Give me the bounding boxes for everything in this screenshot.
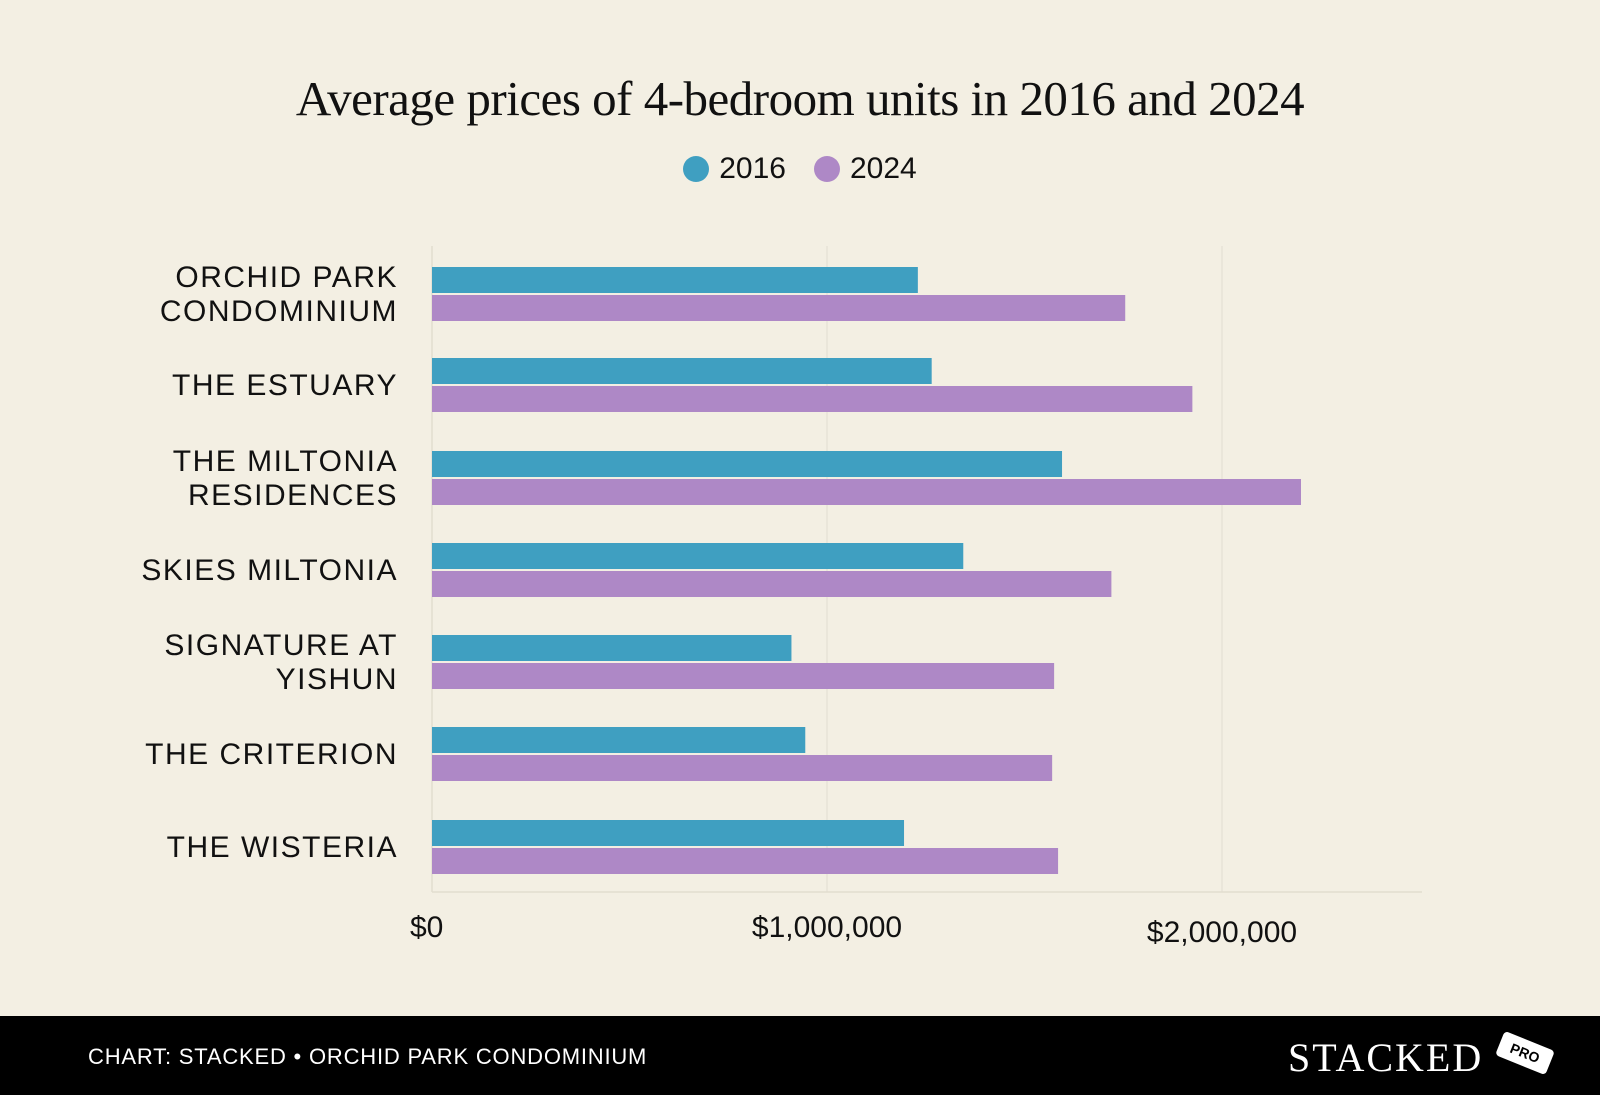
category-label-2-1: RESIDENCES — [188, 479, 398, 512]
bar-2016-2 — [432, 451, 1063, 477]
bar-2016-4 — [432, 635, 792, 661]
category-label-0-1: CONDOMINIUM — [160, 295, 398, 328]
bar-2024-4 — [432, 663, 1055, 689]
legend-label-2024: 2024 — [850, 152, 917, 185]
legend-dot-2024 — [814, 156, 840, 182]
chart-source: CHART: STACKED • ORCHID PARK CONDOMINIUM — [88, 1044, 648, 1069]
bar-2024-5 — [432, 755, 1053, 781]
category-label-6-0: THE WISTERIA — [167, 831, 398, 864]
chart-legend: 2016 2024 — [0, 152, 1600, 186]
legend-item-2016: 2016 — [683, 152, 786, 186]
bar-2024-0 — [432, 295, 1126, 321]
bar-2016-3 — [432, 543, 964, 569]
brand-pro-tag: PRO — [1495, 1030, 1555, 1076]
bar-2024-3 — [432, 571, 1112, 597]
bar-2016-0 — [432, 267, 918, 293]
category-label-3-0: SKIES MILTONIA — [141, 554, 398, 587]
legend-item-2024: 2024 — [814, 152, 917, 186]
chart-title: Average prices of 4-bedroom units in 201… — [295, 71, 1305, 126]
category-label-5-0: THE CRITERION — [145, 738, 398, 771]
x-tick-label-2: $2,000,000 — [1147, 916, 1297, 949]
bar-2016-6 — [432, 820, 905, 846]
category-label-1-0: THE ESTUARY — [172, 369, 398, 402]
category-label-2-0: THE MILTONIA — [173, 445, 398, 478]
x-tick-label-0: $0 — [410, 911, 443, 944]
brand-logo: STACKED — [1288, 1035, 1484, 1080]
bar-2024-2 — [432, 479, 1301, 505]
bar-2016-5 — [432, 727, 806, 753]
legend-label-2016: 2016 — [719, 152, 786, 185]
x-tick-label-1: $1,000,000 — [752, 911, 902, 944]
legend-dot-2016 — [683, 156, 710, 182]
bar-2024-6 — [432, 848, 1059, 874]
category-label-0-0: ORCHID PARK — [175, 261, 398, 294]
category-label-4-0: SIGNATURE AT — [164, 629, 398, 662]
category-label-4-1: YISHUN — [276, 663, 398, 696]
footer-bar: CHART: STACKED • ORCHID PARK CONDOMINIUM… — [0, 1016, 1600, 1095]
bar-2016-1 — [432, 358, 932, 384]
bar-2024-1 — [432, 386, 1193, 412]
